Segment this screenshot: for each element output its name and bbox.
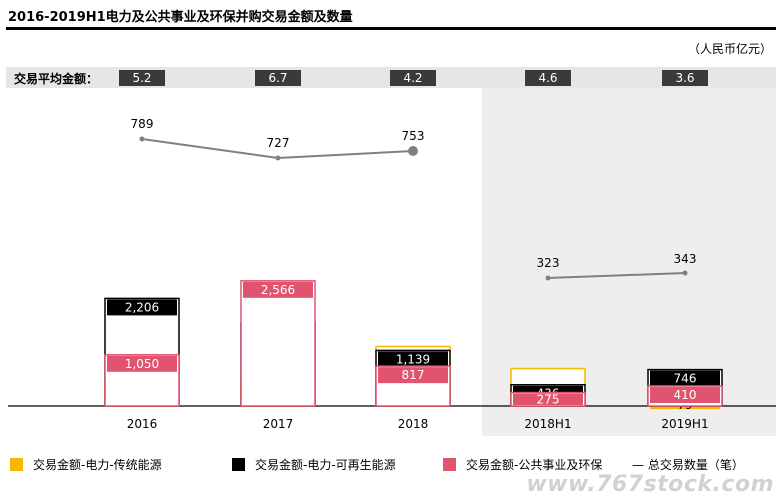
legend-traditional: 交易金额-电力-传统能源 [10,456,162,472]
count-line-segment-1 [547,272,686,279]
legend-renewable-label: 交易金额-电力-可再生能源 [255,457,396,472]
x-tick-label-2018H1: 2018H1 [524,417,571,431]
count-label-2019H1: 343 [674,252,697,266]
legend-public: 交易金额-公共事业及环保 [443,456,602,472]
x-tick-label-2019H1: 2019H1 [661,417,708,431]
bar-label-bg-2019H1-s2 [650,387,720,404]
avg-amount-2018h1: 4.6 [525,70,571,86]
count-label-2016: 789 [131,117,154,131]
x-tick-label-2016: 2016 [127,417,158,431]
watermark: www.767stock.com [526,472,774,497]
bar-label-bg-2019H1-s1 [650,370,720,387]
count-label-2017: 727 [267,136,290,150]
count-label-2018H1: 323 [537,256,560,270]
bar-value-label-2018-s1: 1,139 [396,352,430,366]
unit-label: （人民币亿元） [687,42,772,56]
bar-label-bg-2018H1-s2 [513,393,583,405]
bar-label-bg-2016-s1 [107,299,177,316]
count-point-2017 [275,155,281,161]
bar-value-label-2016-s1: 2,206 [125,300,159,314]
avg-amount-label: 交易平均金额： [14,72,99,86]
legend-public-swatch [443,457,456,471]
bar-label-bg-2018-s1 [378,351,448,368]
avg-amount-2019h1: 3.6 [662,70,708,86]
x-tick-label-2017: 2017 [263,417,294,431]
bar-value-label-2017-s2: 2,566 [261,283,295,297]
legend-renewable: 交易金额-电力-可再生能源 [232,456,396,472]
bar-segment-2017-s2 [240,280,316,407]
stacked-bar-chart: 8462,2061,05020165861,7072,56620171,2201… [8,117,776,431]
legend-public-label: 交易金额-公共事业及环保 [466,457,603,472]
count-label-2018: 753 [402,129,425,143]
x-tick-label-2018: 2018 [398,417,429,431]
count-point-2018H1 [545,275,551,281]
avg-amount-2016: 5.2 [119,70,165,86]
bar-value-label-2018-s2: 817 [402,368,425,382]
legend-count-label: — 总交易数量（笔） [632,457,744,472]
count-point-2019H1 [682,270,688,276]
chart-title: 2016-2019H1电力及公共事业及环保并购交易金额及数量 [8,10,353,25]
bar-value-label-2019H1-s2: 410 [674,388,697,402]
legend-traditional-swatch [10,457,23,471]
bar-label-bg-2017-s2 [243,281,313,298]
legend-traditional-label: 交易金额-电力-传统能源 [33,457,162,472]
avg-amount-2018: 4.2 [390,70,436,86]
avg-amount-2017: 6.7 [255,70,301,86]
bar-label-bg-2016-s2 [107,355,177,372]
count-point-2016 [139,136,145,142]
bar-label-bg-2018-s2 [378,367,448,384]
legend-renewable-swatch [232,457,245,471]
count-point-2018 [408,146,418,156]
bar-value-label-2019H1-s1: 746 [674,372,697,386]
bar-value-label-2016-s2: 1,050 [125,357,159,371]
legend-count: — 总交易数量（笔） [632,456,744,472]
bar-value-label-2018H1-s2: 275 [537,392,560,406]
title-rule [6,27,776,30]
